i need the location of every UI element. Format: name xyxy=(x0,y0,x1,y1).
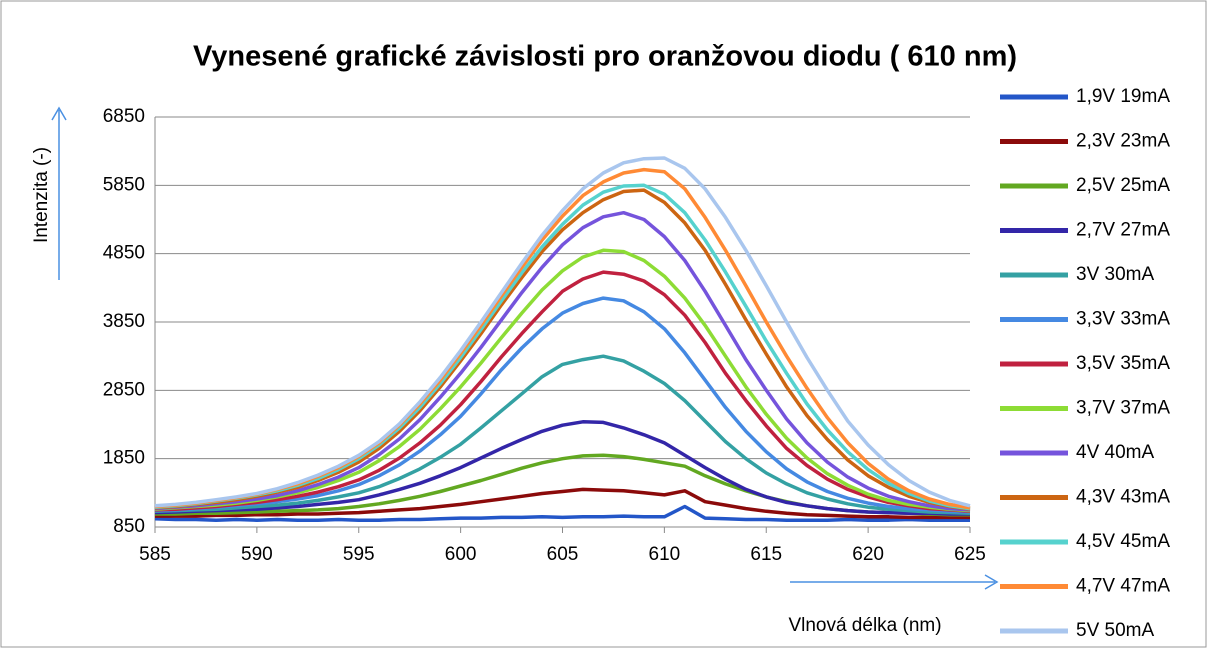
legend-label: 2,3V 23mA xyxy=(1076,131,1170,152)
legend-label: 2,7V 27mA xyxy=(1076,220,1170,241)
y-tick-label: 850 xyxy=(113,516,145,537)
y-tick-label: 2850 xyxy=(103,379,145,400)
x-tick-label: 595 xyxy=(343,544,375,565)
x-axis-label: Vlnová délka (nm) xyxy=(788,615,941,636)
series-line xyxy=(154,270,971,514)
x-tick-label: 585 xyxy=(139,544,171,565)
legend-label: 4,5V 45mA xyxy=(1076,531,1170,552)
series-line xyxy=(154,354,971,516)
legend-label: 2,5V 25mA xyxy=(1076,175,1170,196)
y-tick-label: 1850 xyxy=(103,448,145,469)
axis-arrows xyxy=(51,106,999,590)
series-line xyxy=(154,296,971,514)
legend-label: 1,9V 19mA xyxy=(1076,86,1170,107)
series-line xyxy=(154,188,971,511)
y-tick-label: 3850 xyxy=(103,311,145,332)
legend-label: 4V 40mA xyxy=(1076,442,1154,463)
chart-title: Vynesené grafické závislosti pro oranžov… xyxy=(193,41,1017,73)
x-tick-label: 620 xyxy=(852,544,884,565)
series-line xyxy=(154,420,970,516)
series-line xyxy=(154,210,971,512)
y-tick-label: 4850 xyxy=(103,243,145,264)
x-tick-label: 615 xyxy=(750,544,782,565)
legend-label: 3V 30mA xyxy=(1076,264,1154,285)
legend-label: 4,3V 43mA xyxy=(1076,487,1170,508)
series-line xyxy=(154,156,971,508)
x-tick-label: 625 xyxy=(954,544,986,565)
x-tick-label: 605 xyxy=(547,544,579,565)
legend-label: 4,7V 47mA xyxy=(1076,576,1170,597)
legend-label: 5V 50mA xyxy=(1076,620,1154,641)
series-line xyxy=(155,487,970,520)
y-axis-label: Intenzita (-) xyxy=(31,147,52,243)
legend-label: 3,3V 33mA xyxy=(1076,309,1170,330)
series-line xyxy=(154,504,970,522)
legend-label: 3,5V 35mA xyxy=(1076,353,1170,374)
x-tick-label: 610 xyxy=(649,544,681,565)
y-tick-label: 5850 xyxy=(103,174,145,195)
legend-label: 3,7V 37mA xyxy=(1076,398,1170,419)
y-tick-label: 6850 xyxy=(103,106,145,127)
x-tick-label: 590 xyxy=(241,544,273,565)
x-tick-label: 600 xyxy=(445,544,477,565)
